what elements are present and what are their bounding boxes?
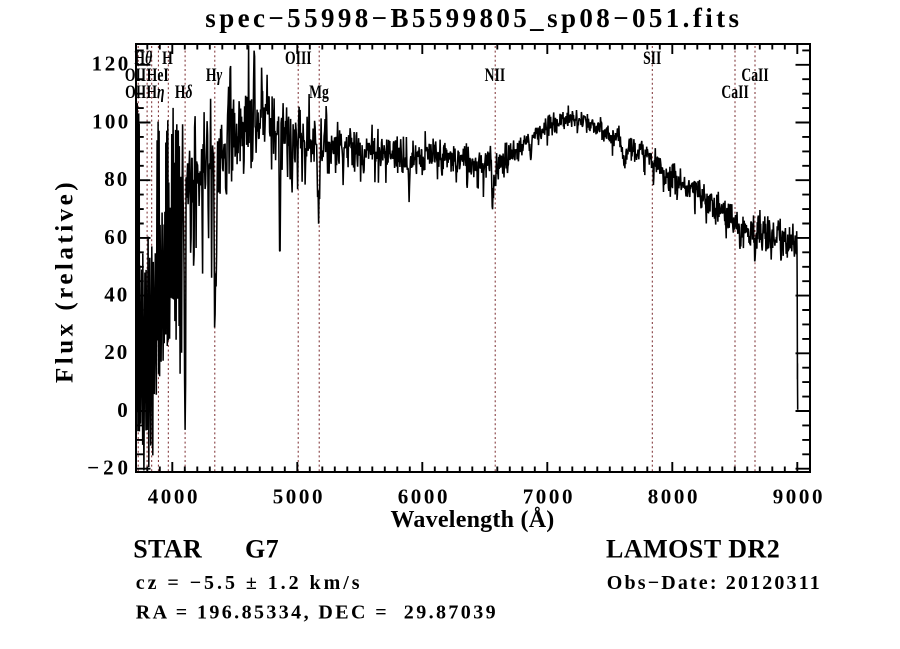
svg-text:5000: 5000	[273, 485, 325, 509]
svg-text:4000: 4000	[148, 485, 200, 509]
svg-text:−20: −20	[87, 456, 132, 480]
svg-text:Hθ: Hθ	[134, 47, 152, 69]
svg-text:cz = −5.5 ± 1.2 km/s: cz = −5.5 ± 1.2 km/s	[136, 572, 363, 594]
svg-text:G7: G7	[245, 535, 279, 564]
svg-text:20: 20	[104, 340, 129, 364]
svg-text:RA = 196.85334, DEC = 29.8703: RA = 196.85334, DEC = 29.87039	[136, 602, 498, 624]
svg-text:NII: NII	[485, 64, 506, 86]
svg-text:Hγ: Hγ	[206, 64, 222, 86]
svg-text:LAMOST DR2: LAMOST DR2	[606, 535, 780, 564]
svg-text:spec−55998−B5599805_sp08−051.f: spec−55998−B5599805_sp08−051.fits	[205, 3, 742, 33]
svg-text:OIII: OIII	[285, 47, 312, 69]
svg-text:OIIHη: OIIHη	[125, 81, 164, 103]
svg-text:HeI: HeI	[147, 64, 169, 86]
svg-text:Obs−Date: 20120311: Obs−Date: 20120311	[607, 572, 822, 594]
svg-text:8000: 8000	[648, 485, 700, 509]
svg-text:120: 120	[92, 52, 131, 76]
svg-text:STAR: STAR	[133, 535, 202, 564]
svg-text:Mg: Mg	[309, 81, 329, 103]
svg-text:80: 80	[104, 167, 129, 191]
svg-text:40: 40	[104, 283, 129, 307]
svg-text:0: 0	[117, 398, 128, 422]
svg-text:CaII: CaII	[741, 64, 768, 86]
svg-text:100: 100	[92, 109, 131, 133]
svg-text:SII: SII	[643, 47, 661, 69]
svg-text:6000: 6000	[398, 485, 450, 509]
svg-text:H: H	[162, 47, 173, 69]
svg-text:9000: 9000	[773, 485, 825, 509]
svg-text:OII: OII	[125, 64, 146, 86]
svg-text:Wavelength (Å): Wavelength (Å)	[391, 507, 555, 533]
svg-text:Flux (relative): Flux (relative)	[52, 179, 79, 383]
svg-text:7000: 7000	[523, 485, 575, 509]
svg-text:60: 60	[104, 225, 129, 249]
svg-text:Hδ: Hδ	[175, 81, 193, 103]
svg-text:CaII: CaII	[721, 81, 748, 103]
